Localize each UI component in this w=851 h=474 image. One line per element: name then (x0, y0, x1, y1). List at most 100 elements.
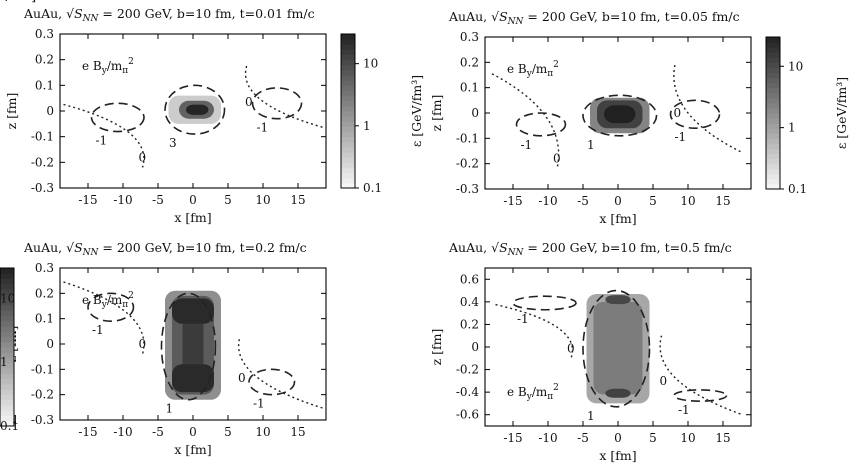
heatmap-cell (172, 364, 214, 393)
colorbar-step (766, 168, 780, 175)
contour-level-1 (160, 292, 217, 401)
colorbar-step (0, 325, 14, 332)
contour-label: 0 (553, 152, 561, 166)
panel-title: AuAu, √SNN = 200 GeV, b=10 fm, t=0.2 fm/… (23, 240, 307, 258)
colorbar-step (341, 136, 355, 143)
colorbar-step (341, 177, 355, 184)
colorbar-step (766, 42, 780, 48)
colorbar-frame (340, 33, 356, 189)
colorbar-step (0, 378, 14, 385)
colorbar-step (0, 362, 14, 369)
contour-level-0 (495, 303, 574, 359)
energy-density-map (168, 95, 221, 124)
contour-level-0 (244, 64, 323, 128)
x-tick-label: -5 (152, 425, 164, 439)
colorbar-step (341, 131, 355, 138)
colorbar-step (341, 75, 355, 81)
colorbar-step (341, 162, 355, 168)
colorbar: 0.1 1 10 ε [GeV/fm³] (340, 33, 424, 195)
colorbar-step (0, 368, 14, 374)
y-tick-label: -0.3 (456, 182, 479, 196)
panel-title: AuAu, √SNN = 200 GeV, b=10 fm, t=0.01 fm… (23, 6, 315, 24)
y-tick-label: 0 (46, 104, 54, 118)
y-axis-label: z [fm] (429, 329, 444, 366)
contour-label: -1 (675, 130, 687, 144)
colorbar-step (766, 153, 780, 160)
x-tick-label: 5 (649, 194, 657, 208)
colorbar-step (766, 123, 780, 129)
y-tick-label: -0.2 (456, 157, 479, 171)
x-tick-label: 10 (680, 431, 695, 445)
contour-label: 0 (245, 95, 253, 109)
colorbar-step (0, 336, 14, 343)
colorbar-step (341, 59, 355, 66)
x-axis-label: x [fm] (599, 448, 636, 463)
colorbar-tick-label: 1 (363, 119, 371, 133)
colorbar-step (766, 92, 780, 99)
contour-level-minus1 (673, 389, 728, 402)
y-tick-label: 0 (46, 337, 54, 351)
contour-label: -1 (92, 323, 104, 337)
field-label: e By/mπ2 (507, 383, 559, 402)
colorbar-step (341, 64, 355, 71)
colorbar-step (766, 67, 780, 73)
colorbar-step (341, 126, 355, 133)
contour-label: -1 (257, 121, 269, 135)
colorbar: 0.1 1 10 ε [GeV/fm³] (0, 0, 36, 433)
contour-level-minus1 (512, 295, 577, 311)
energy-density-map (165, 290, 221, 400)
contour-label: -1 (678, 403, 690, 417)
x-tick-label: -5 (152, 193, 164, 207)
contour-label: 0 (139, 337, 147, 351)
contour-level-minus1 (515, 112, 567, 137)
colorbar-step (766, 52, 780, 58)
x-tick-label: 5 (649, 431, 657, 445)
field-label: e By/mπ2 (82, 291, 134, 310)
colorbar-step (341, 182, 355, 189)
colorbar-tick-label: 0.1 (788, 182, 807, 196)
y-tick-label: -0.3 (31, 413, 54, 427)
colorbar-step (766, 118, 780, 124)
contour-level-minus1 (90, 102, 145, 133)
x-tick-label: 10 (680, 194, 695, 208)
colorbar-step (766, 133, 780, 139)
y-tick-label: 0.3 (35, 261, 54, 275)
heatmap-cell (593, 301, 643, 395)
y-tick-label: 0.1 (35, 312, 54, 326)
y-tick-label: 0.6 (460, 272, 479, 286)
colorbar-step (341, 116, 355, 122)
contour-label: 1 (587, 409, 595, 423)
y-tick-label: 0.2 (460, 55, 479, 69)
colorbar-tick-label: 1 (0, 355, 8, 369)
contour-level-0 (238, 336, 323, 409)
y-axis: -0.3 -0.2 -0.1 0 0.1 0.2 0.3 (31, 27, 326, 195)
contour-label: 0 (567, 341, 575, 355)
contour-label: 1 (166, 402, 174, 416)
y-tick-label: -0.4 (456, 385, 480, 399)
colorbar-step (341, 146, 355, 153)
colorbar-step (766, 173, 780, 180)
x-tick-label: 0 (189, 425, 197, 439)
colorbar-step (0, 399, 14, 406)
colorbar-step (0, 357, 14, 364)
colorbar-tick-label: 0.1 (0, 419, 19, 433)
colorbar-step (0, 394, 14, 401)
contour-label: 0 (660, 374, 668, 388)
colorbar-label: ε [GeV/fm³] (0, 0, 36, 3)
colorbar-label: ε [GeV/fm³] (0, 0, 36, 3)
y-tick-label: 0 (471, 106, 479, 120)
y-tick-label: 0.2 (35, 286, 54, 300)
colorbar: 0.1 1 10 ε [GeV/fm³] (765, 36, 849, 196)
colorbar-tick-label: 1 (788, 121, 796, 135)
contour-label: 3 (169, 136, 177, 150)
colorbar-step (766, 87, 780, 94)
contour-level-0 (659, 335, 741, 415)
colorbar-tick-label: 10 (788, 59, 803, 73)
colorbar-step (341, 69, 355, 76)
colorbar-step (0, 347, 14, 353)
y-tick-label: 0.1 (460, 81, 479, 95)
x-tick-label: 0 (614, 194, 622, 208)
panel-2: AuAu, √SNN = 200 GeV, b=10 fm, t=0.05 fm… (429, 9, 849, 226)
panel-title: AuAu, √SNN = 200 GeV, b=10 fm, t=0.5 fm/… (448, 240, 732, 258)
